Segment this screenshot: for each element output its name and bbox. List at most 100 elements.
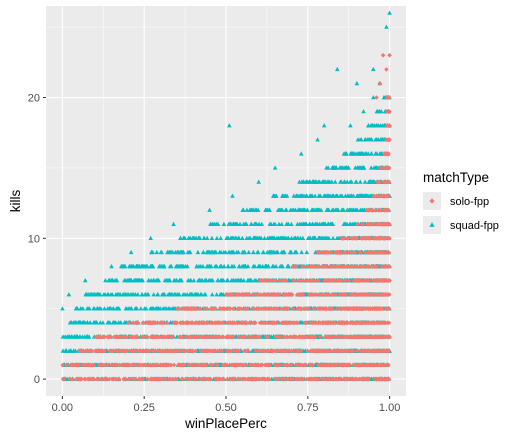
squad-fpp-point [312,235,317,240]
solo-fpp-point [186,376,191,382]
squad-fpp-point [252,263,258,269]
solo-fpp-point [338,362,343,368]
solo-fpp-point [170,334,175,340]
solo-fpp-point [354,292,359,297]
squad-fpp-point [332,165,338,170]
solo-fpp-point [360,320,365,326]
solo-fpp-point [121,334,126,340]
solo-fpp-point [164,320,169,326]
solo-fpp-point [319,292,325,297]
solo-fpp-point [274,306,280,311]
squad-fpp-point [196,235,202,240]
solo-fpp-point [140,320,146,326]
solo-fpp-point [212,306,218,311]
solo-fpp-point [217,334,222,340]
solo-fpp-point [231,348,237,354]
solo-fpp-point [349,348,355,354]
squad-fpp-point [361,109,366,114]
squad-fpp-point [149,249,154,255]
solo-fpp-point [245,376,251,382]
squad-fpp-point [76,320,82,325]
solo-fpp-point [251,376,257,382]
squad-fpp-point [329,221,334,226]
solo-fpp-point [364,376,369,382]
squad-fpp-point [135,278,140,283]
solo-fpp-point [370,292,376,297]
solo-fpp-point [193,348,198,354]
solo-fpp-point [287,320,292,326]
solo-fpp-point [308,320,314,326]
solo-fpp-point [271,306,277,311]
solo-fpp-point [189,376,194,382]
squad-fpp-point [251,249,256,255]
squad-fpp-point [280,193,285,198]
solo-fpp-point [178,348,183,354]
solo-fpp-point [189,362,195,368]
solo-fpp-point [260,362,265,368]
solo-fpp-point [306,306,311,311]
squad-fpp-point [77,334,83,339]
solo-fpp-point [254,376,259,382]
squad-fpp-point [374,137,379,142]
squad-fpp-point [109,263,114,269]
solo-fpp-point [143,348,149,354]
solo-fpp-point [200,376,206,382]
solo-fpp-point [273,334,278,340]
solo-fpp-point [318,348,324,354]
solo-fpp-point [124,334,129,340]
squad-fpp-point [221,292,226,297]
squad-fpp-point [191,235,196,240]
squad-fpp-point [358,179,363,184]
squad-fpp-point [174,292,180,297]
solo-fpp-point [179,306,184,311]
squad-fpp-point [368,165,374,170]
squad-fpp-point [280,235,285,240]
squad-fpp-point [229,263,235,269]
solo-fpp-point [76,362,82,368]
squad-fpp-point [324,235,330,240]
solo-fpp-point [76,376,82,382]
squad-fpp-point [156,306,161,311]
solo-fpp-point [374,320,380,326]
solo-fpp-point [310,292,315,297]
squad-fpp-point [197,278,203,283]
squad-fpp-point [105,306,110,311]
solo-fpp-point [154,376,159,382]
squad-fpp-point [330,207,335,212]
squad-fpp-point [286,235,291,240]
solo-fpp-point [301,278,306,283]
squad-fpp-point [171,221,176,226]
solo-fpp-point [280,376,285,382]
solo-fpp-point [357,362,362,368]
squad-fpp-point [186,235,191,240]
solo-fpp-point [147,320,152,326]
squad-fpp-point [295,235,301,240]
squad-fpp-point [101,292,107,297]
solo-fpp-point [226,348,231,354]
solo-fpp-point [282,376,288,382]
squad-fpp-point [167,278,172,283]
squad-fpp-point [169,263,174,269]
solo-fpp-point [365,292,370,297]
solo-fpp-point [338,278,344,283]
solo-fpp-point [322,348,328,354]
solo-fpp-point [68,362,73,368]
solo-fpp-point [154,334,160,340]
solo-fpp-point [384,278,389,283]
squad-fpp-point [324,193,330,198]
solo-fpp-point [96,362,102,368]
squad-fpp-point [350,151,355,156]
solo-fpp-point [231,306,236,311]
solo-fpp-point [130,334,135,340]
squad-fpp-point [247,207,253,212]
solo-fpp-point [169,348,175,354]
solo-fpp-point [79,376,84,382]
solo-fpp-point [73,362,78,368]
solo-fpp-point [343,334,348,340]
solo-fpp-point [265,320,270,326]
solo-fpp-point [243,348,248,354]
squad-fpp-point [358,207,363,212]
solo-fpp-point [236,376,241,382]
solo-fpp-point [357,376,362,382]
solo-fpp-point [244,362,249,368]
